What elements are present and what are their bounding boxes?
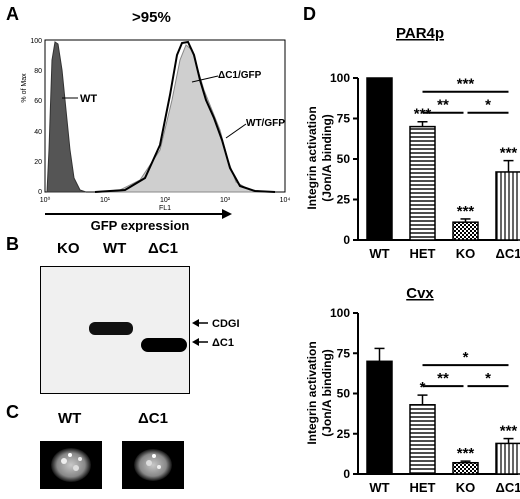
wt-annotation: WT [80,93,97,105]
chart-bar [366,360,393,475]
gfp-arrow-head [222,209,232,219]
chart-ytick-label: 50 [337,152,351,166]
panel-d-letter: D [303,4,316,24]
dc1-gfp-annotation: ΔC1/GFP [218,70,262,81]
panel-b-letter: B [6,234,19,254]
cell-label-wt: WT [58,410,82,427]
panel-a-xtick: 10⁰ [40,196,51,204]
chart-category-label: WT [369,480,389,495]
chart-bar [409,404,436,475]
wt-histogram [46,41,87,193]
chart-title: PAR4p [396,25,444,42]
lane-label-wt: WT [103,240,127,257]
panel-c-letter: C [6,402,19,422]
panel-a-yticks: 0 20 40 60 80 100 [30,38,42,196]
chart-significance-star: *** [500,145,518,162]
panel-a-xtick: 10¹ [100,197,111,204]
chart-category-label: ΔC1 [496,480,520,495]
chart-ytick-label: 0 [343,233,350,247]
lane-label-ko: KO [57,240,80,257]
chart-category-label: ΔC1 [496,246,520,261]
chart-significance-star: *** [457,445,475,462]
panel-a-xtick: 10² [160,197,171,204]
chart-significance-star: *** [414,106,432,123]
panel-a-xtick: 10³ [220,197,231,204]
chart-significance-star: *** [500,423,518,440]
chart-ytick-label: 100 [330,306,350,320]
chart-bar [409,125,436,241]
chart-category-label: HET [410,480,436,495]
chart-ylabel: (Jon/A binding) [320,114,334,202]
chart-comparison-label: *** [457,76,475,93]
chart-ytick-label: 0 [343,467,350,481]
band-label-cdgi: CDGI [212,318,240,330]
dc1-band [141,338,187,352]
panel-a-ytick: 60 [34,98,42,105]
chart-ylabel: (Jon/A binding) [320,349,334,437]
western-blot [40,266,190,394]
chart-title: Cvx [406,285,434,302]
cdgi-band [89,322,133,335]
cell-label-dc1: ΔC1 [138,410,168,427]
chart-ylabel: Integrin activation [305,341,319,444]
wt-gfp-pointer-line [225,123,247,139]
panel-a-title: >95% [132,9,171,26]
chart-bar [452,221,479,241]
chart-category-label: WT [369,246,389,261]
panel-a-xlabel: GFP expression [91,218,190,232]
chart-bar [495,442,520,475]
chart-comparison-label: ** [437,370,449,387]
panel-a-xticks: 10⁰ 10¹ 10² 10³ 10⁴ [40,196,291,204]
chart-ytick-label: 50 [337,387,351,401]
band-label-dc1: ΔC1 [212,337,234,349]
band-arrows: CDGI ΔC1 [192,318,240,349]
chart-bar [495,171,520,241]
dc1-pointer-line [191,75,219,83]
panel-a-ylabel: % of Max [21,73,28,103]
chart-significance-star: *** [457,203,475,220]
chart-category-label: KO [456,480,476,495]
chart-comparison-label: * [463,349,469,366]
panel-a-xtick: 10⁴ [280,197,291,204]
cell-image-wt [40,441,102,489]
panel-a-ytick: 20 [34,159,42,166]
lane-label-dc1: ΔC1 [148,240,178,257]
chart-bar [366,77,393,241]
chart-comparison-label: ** [437,97,449,114]
chart-category-label: HET [410,246,436,261]
chart-bar [452,461,479,475]
panel-a-histogram: >95% % of Max 0 20 40 60 80 100 10⁰ 10¹ … [21,9,291,232]
panel-a-ytick: 40 [34,129,42,136]
panel-a-letter: A [6,4,19,24]
chart-ytick-label: 75 [337,112,351,126]
chart-ylabel: Integrin activation [305,106,319,209]
cell-image-dc1 [122,441,184,489]
panel-a-ytick: 80 [34,68,42,75]
wt-gfp-annotation: WT/GFP [246,118,285,129]
chart-comparison-label: * [485,370,491,387]
chart-significance-star: * [420,379,426,396]
chart-ytick-label: 25 [337,193,351,207]
chart-ytick-label: 25 [337,427,351,441]
panel-a-ytick: 100 [30,38,42,45]
chart-category-label: KO [456,246,476,261]
dc1-gfp-histogram [94,40,276,193]
panel-a-fl-label: FL1 [159,205,171,212]
chart-ytick-label: 75 [337,346,351,360]
chart-ytick-label: 100 [330,71,350,85]
panel-a-ytick: 0 [38,189,42,196]
chart-comparison-label: * [485,97,491,114]
